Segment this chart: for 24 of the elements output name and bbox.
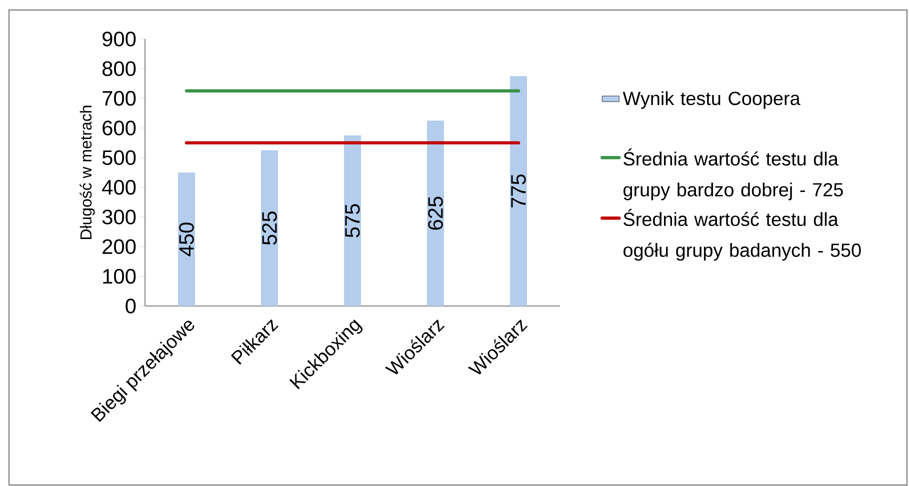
legend-label: Średnia wartość testu dla ogółu grupy badanych - 550 [624, 208, 861, 261]
y-tick-label: 900 [102, 32, 136, 46]
bar [510, 76, 528, 306]
bar [427, 120, 444, 306]
bar [261, 150, 278, 306]
y-tick-label: 500 [102, 150, 136, 166]
data-label: 575 [345, 204, 360, 238]
y-tick-label: 0 [126, 298, 136, 314]
y-tick-label: 100 [103, 268, 136, 284]
y-tick-label: 200 [102, 239, 136, 254]
data-label: 450 [179, 222, 194, 256]
bar [178, 172, 196, 306]
legend-label: Średnia wartość testu dla grupy bardzo dobrej - 725 [624, 148, 843, 200]
data-label: 775 [511, 174, 526, 208]
bar [344, 135, 362, 306]
y-tick-label: 800 [102, 61, 136, 76]
y-tick-label: 400 [102, 180, 136, 195]
data-label: 525 [262, 212, 277, 245]
legend-label: Wynik testu Coopera [622, 91, 800, 109]
y-axis-title: Długość w metrach [80, 106, 95, 239]
y-tick-label: 300 [102, 210, 136, 224]
y-tick-label: 600 [102, 120, 136, 136]
y-tick-label: 700 [102, 90, 136, 106]
data-label: 625 [428, 196, 443, 230]
